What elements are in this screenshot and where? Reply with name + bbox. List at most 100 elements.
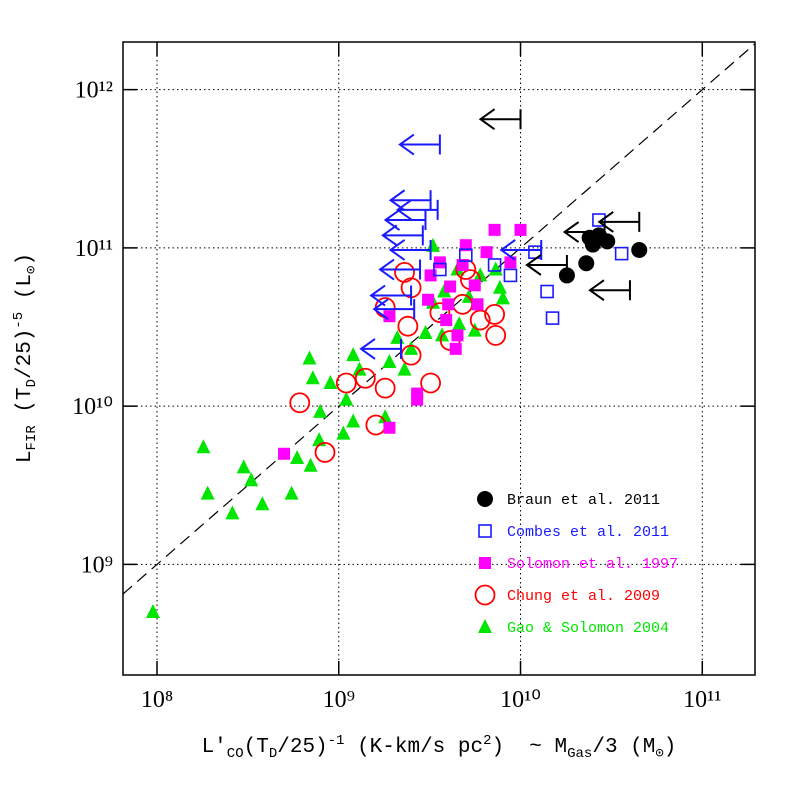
y-label-part: -5 [11,312,27,329]
point [305,370,320,385]
point [433,262,447,277]
x-label-part: /25) [277,736,327,759]
upper-limit-arrow [388,239,432,261]
point [485,324,507,346]
point [488,223,501,236]
point [495,290,510,305]
upper-limit-arrow [597,211,641,233]
point [374,377,396,399]
x-label-part: Gas [567,746,592,762]
x-tick-label: 10⁸ [141,687,173,713]
upper-limit-arrow [359,338,403,360]
point [459,239,472,252]
point [397,315,419,337]
legend-label: Solomon et al. 1997 [507,556,678,573]
legend-label: Combes et al. 2011 [507,524,669,541]
point [468,279,481,292]
legend-marker [478,619,492,633]
x-label-part: D [269,746,277,762]
x-label-part: -1 [328,733,345,749]
point [420,372,441,394]
point [196,439,211,454]
upper-limit-arrow [369,284,413,307]
upper-limit-arrow [372,298,416,320]
point [451,329,464,342]
y-label-part: ⊙ [24,265,40,274]
point [578,255,595,272]
point [244,472,259,487]
point [422,293,435,306]
point [352,361,367,376]
x-tick-label: 10⁹ [323,687,355,713]
point [631,241,648,258]
point [459,248,473,262]
point [540,284,554,299]
point [469,309,491,331]
legend-label: Gao & Solomon 2004 [507,620,669,637]
point [433,256,446,269]
point [284,485,299,500]
y-label-part: /25) [14,329,37,379]
point [449,342,462,355]
point [303,457,318,472]
y-label-part: FIR [24,425,40,451]
y-tick-label: 10⁹ [81,552,113,578]
point [313,403,328,418]
y-tick-label: 10¹¹ [75,236,113,262]
upper-limit-arrow [398,133,441,156]
point [442,298,455,311]
x-label-part: L' [202,736,227,759]
point [418,324,433,339]
upper-limit-arrow [525,254,568,276]
legend-label: Chung et al. 2009 [507,588,660,605]
point [255,496,270,511]
y-axis-label: LFIR (TD/25)-5 (L⊙) [11,253,40,463]
series [145,237,510,619]
x-label-part: /3 (M [592,736,655,759]
upper-limit-arrow [478,108,522,131]
point [346,347,361,362]
legend: Braun et al. 2011 Combes et al. 2011 Solom… [474,491,678,637]
point [614,246,629,261]
x-label-part: 2 [483,733,491,749]
upper-limit-arrow [378,258,422,281]
point [504,256,517,269]
legend-marker [478,524,492,538]
x-label-part: ⊙ [655,746,664,762]
x-label-part: (T [244,736,269,759]
point [456,258,469,271]
x-label-part: ) ~ M [492,736,568,759]
point [480,246,493,259]
point [404,340,419,355]
point [335,372,357,394]
series [359,133,629,360]
point [145,604,160,619]
legend-label: Braun et al. 2011 [507,492,660,509]
point [558,267,575,284]
point [487,258,502,272]
point [225,505,240,520]
point [599,233,616,250]
legend-marker [477,491,493,507]
y-label-part: D [24,379,40,387]
point [452,316,467,331]
point [314,442,336,463]
point [426,237,441,252]
point [236,459,251,474]
point [383,310,396,323]
upper-limit-arrow [383,209,427,231]
point [390,329,405,344]
point [488,261,503,276]
point [289,392,311,414]
point [467,322,482,337]
y-tick-label: 10¹² [75,78,113,104]
y-label-part: (T [14,387,37,425]
point [473,267,488,282]
point [200,485,215,500]
legend-marker [474,584,496,606]
point [336,425,351,440]
point [514,223,527,236]
point [323,375,338,390]
